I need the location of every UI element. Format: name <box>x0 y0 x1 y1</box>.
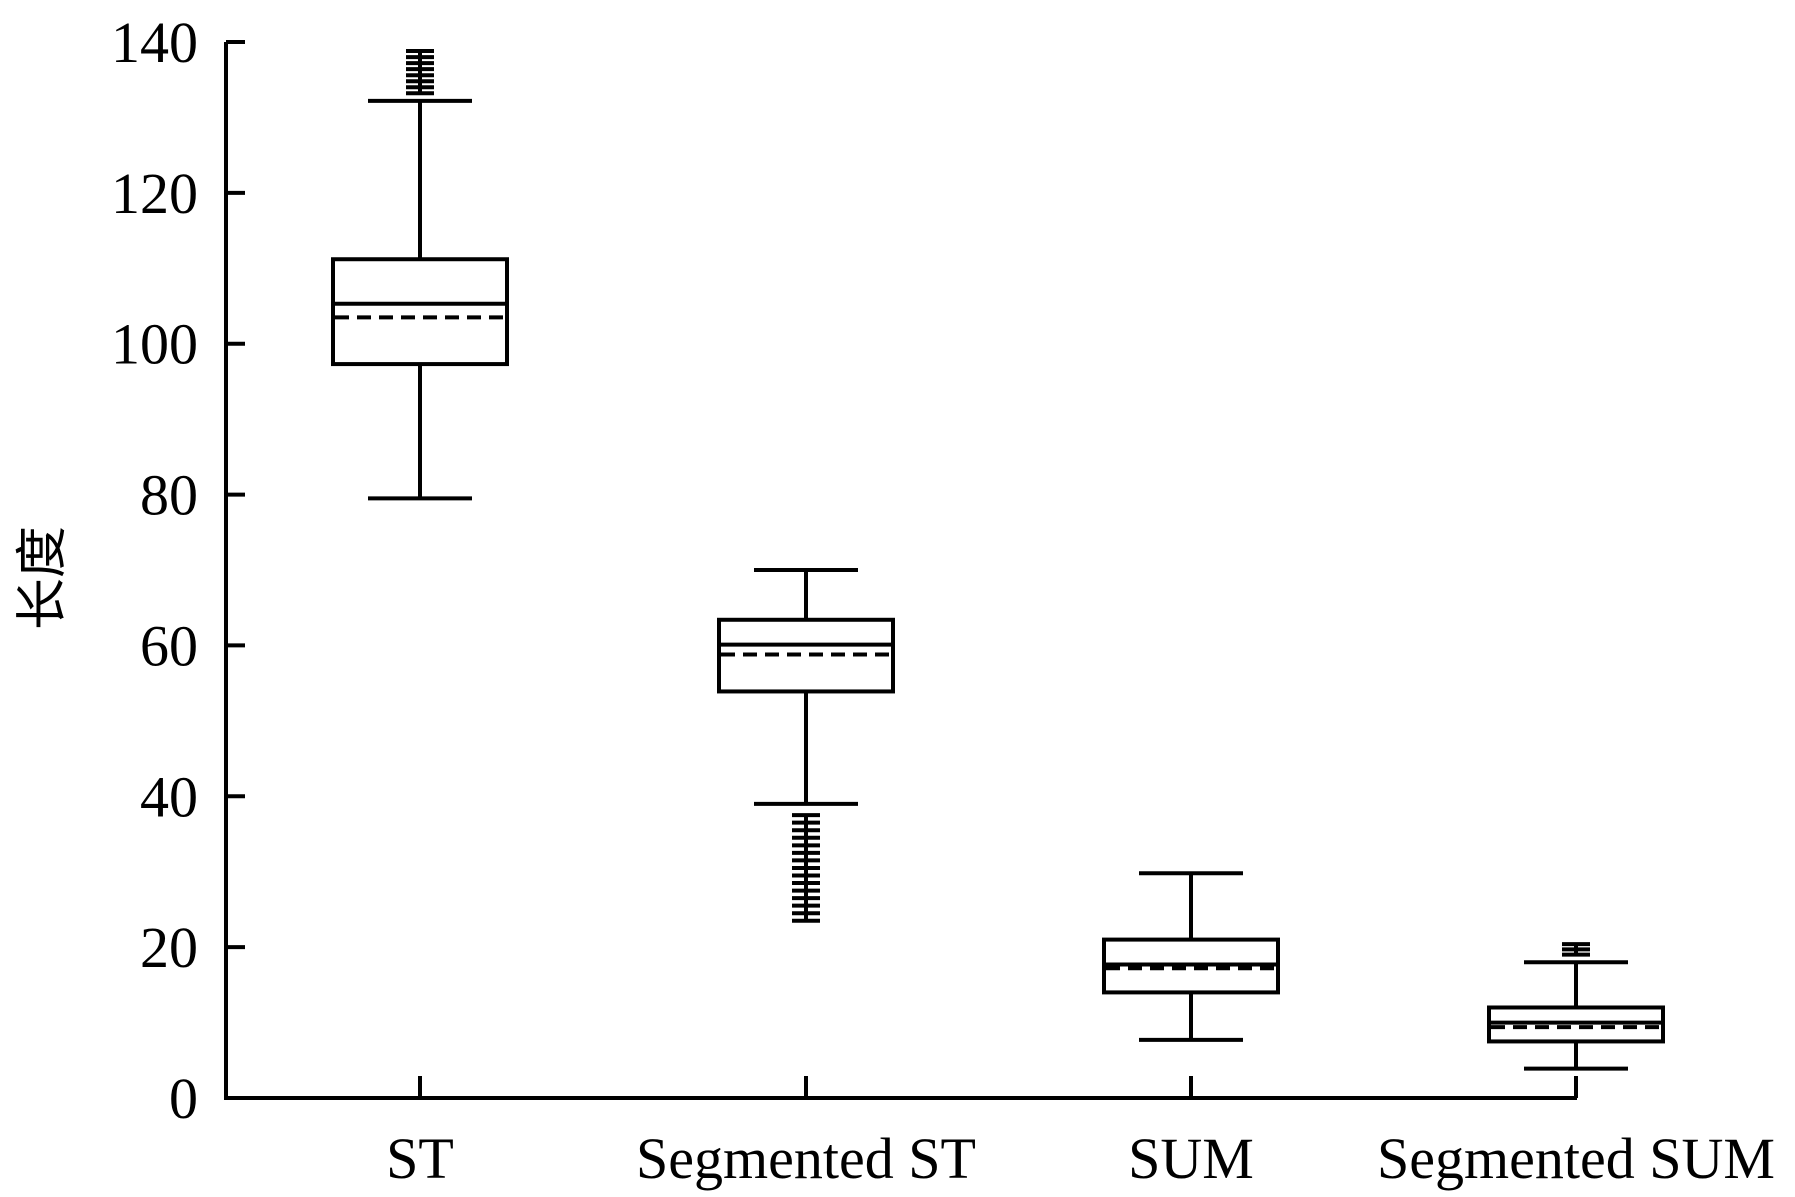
x-tick-label: Segmented ST <box>636 1126 976 1191</box>
iqr-box <box>331 257 509 367</box>
axes <box>224 40 1578 1100</box>
x-tick-label: Segmented SUM <box>1377 1126 1775 1191</box>
y-tick-label: 140 <box>111 10 198 75</box>
box-sum <box>1102 871 1280 1042</box>
box-st <box>331 49 509 501</box>
y-tick-label: 40 <box>140 764 198 829</box>
y-tick-label: 0 <box>169 1066 198 1131</box>
box-segmented-st <box>717 568 895 923</box>
y-tick-label: 20 <box>140 915 198 980</box>
x-tick-label: ST <box>386 1126 454 1191</box>
y-tick-label: 120 <box>111 161 198 226</box>
y-tick-label: 80 <box>140 463 198 528</box>
y-tick-label: 100 <box>111 312 198 377</box>
y-tick-label: 60 <box>140 613 198 678</box>
box-segmented-sum <box>1487 942 1665 1071</box>
x-tick-label: SUM <box>1128 1126 1254 1191</box>
axis-labels: 0 20 40 60 80 100 120 140 长度 ST Segmented ST SUM Seg… <box>13 10 1775 1191</box>
box-series <box>331 49 1665 1071</box>
y-axis-label: 长度 <box>13 526 73 630</box>
